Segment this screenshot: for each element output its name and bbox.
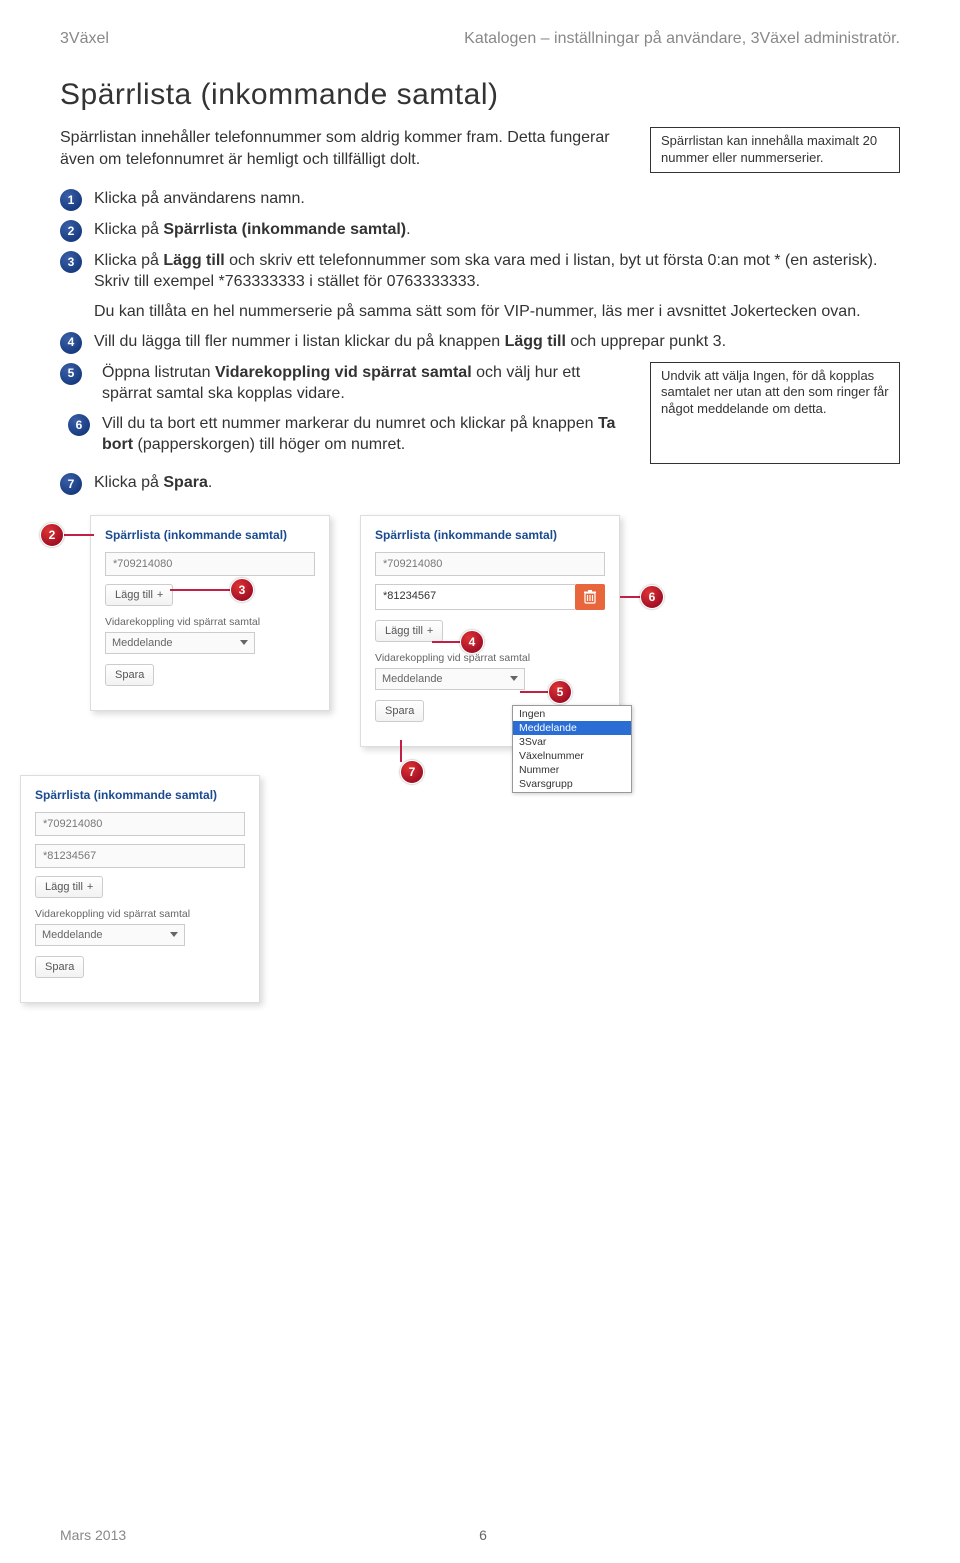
panel-b-save-button[interactable]: Spara xyxy=(375,700,424,722)
step-5-6-block: Öppna listrutan Vidarekoppling vid spärr… xyxy=(102,362,630,464)
page-title: Spärrlista (inkommande samtal) xyxy=(60,78,900,112)
trash-icon xyxy=(584,590,596,604)
panel-b-add-button[interactable]: Lägg till + xyxy=(375,620,443,642)
step-2-bold: Spärrlista (inkommande samtal) xyxy=(163,221,406,238)
callout-line xyxy=(620,596,642,598)
callout-2: 2 xyxy=(40,523,64,547)
step-bullet-1: 1 xyxy=(60,189,82,211)
panel-a-add-button[interactable]: Lägg till + xyxy=(105,584,173,606)
panel-a-num1[interactable]: *709214080 xyxy=(105,552,315,576)
step-4-bold: Lägg till xyxy=(505,333,566,350)
panel-c-select-value: Meddelande xyxy=(42,929,103,941)
step-3-sub: Du kan tillåta en hel nummerserie på sam… xyxy=(94,301,900,323)
step-list: 1 Klicka på användarens namn. 2 Klicka p… xyxy=(60,188,900,495)
step-2: Klicka på Spärrlista (inkommande samtal)… xyxy=(94,219,900,242)
panel-a-save-button[interactable]: Spara xyxy=(105,664,154,686)
panel-c-title: Spärrlista (inkommande samtal) xyxy=(35,788,245,802)
step-5: Öppna listrutan Vidarekoppling vid spärr… xyxy=(102,362,630,405)
step-3-bold: Lägg till xyxy=(163,252,224,269)
plus-icon: + xyxy=(87,881,93,893)
panel-a: Spärrlista (inkommande samtal) *70921408… xyxy=(90,515,330,711)
panel-c-add-button[interactable]: Lägg till + xyxy=(35,876,103,898)
step-4-pre: Vill du lägga till fler nummer i listan … xyxy=(94,333,505,350)
step-bullet-4: 4 xyxy=(60,332,82,354)
callout-line xyxy=(64,534,94,536)
dropdown-option-nummer[interactable]: Nummer xyxy=(513,763,631,777)
step-3: Klicka på Lägg till och skriv ett telefo… xyxy=(94,250,900,323)
panel-a-title[interactable]: Spärrlista (inkommande samtal) xyxy=(105,528,315,542)
callout-3: 3 xyxy=(230,578,254,602)
dropdown-option-ingen[interactable]: Ingen xyxy=(513,707,631,721)
callout-line xyxy=(400,740,402,762)
panel-c-num1[interactable]: *709214080 xyxy=(35,812,245,836)
panel-b-delete-button[interactable] xyxy=(575,584,605,610)
dropdown-options[interactable]: Ingen Meddelande 3Svar Växelnummer Numme… xyxy=(512,705,632,793)
callout-4: 4 xyxy=(460,630,484,654)
step-7: Klicka på Spara. xyxy=(94,472,900,495)
step-2-pre: Klicka på xyxy=(94,221,163,238)
callout-5: 5 xyxy=(548,680,572,704)
panel-b-select-value: Meddelande xyxy=(382,673,443,685)
header-right: Katalogen – inställningar på användare, … xyxy=(464,30,900,48)
chevron-down-icon xyxy=(510,676,518,681)
step-3-pre: Klicka på xyxy=(94,252,163,269)
step-5-pre: Öppna listrutan xyxy=(102,364,215,381)
step-5-bold: Vidarekoppling vid spärrat samtal xyxy=(215,364,472,381)
panel-a-fwd-label: Vidarekoppling vid spärrat samtal xyxy=(105,616,315,628)
step-bullet-5: 5 xyxy=(60,363,82,385)
step-7-bold: Spara xyxy=(163,474,207,491)
step-6: Vill du ta bort ett nummer markerar du n… xyxy=(102,413,630,456)
panel-b-num2[interactable]: *81234567 xyxy=(375,584,575,610)
add-label: Lägg till xyxy=(45,881,83,893)
step-2-post: . xyxy=(406,221,410,238)
info-box-max-numbers: Spärrlistan kan innehålla maximalt 20 nu… xyxy=(650,127,900,173)
step-4: Vill du lägga till fler nummer i listan … xyxy=(94,331,900,354)
chevron-down-icon xyxy=(240,640,248,645)
panel-b-title: Spärrlista (inkommande samtal) xyxy=(375,528,605,542)
callout-line xyxy=(170,589,230,591)
footer-date: Mars 2013 xyxy=(60,1527,126,1543)
panel-c-save-button[interactable]: Spara xyxy=(35,956,84,978)
step-bullet-3: 3 xyxy=(60,251,82,273)
chevron-down-icon xyxy=(170,932,178,937)
page-header: 3Växel Katalogen – inställningar på anvä… xyxy=(60,30,900,48)
callout-line xyxy=(520,691,550,693)
panel-c-fwd-label: Vidarekoppling vid spärrat samtal xyxy=(35,908,245,920)
screenshot-area: Spärrlista (inkommande samtal) *70921408… xyxy=(60,515,900,1135)
step-bullet-7: 7 xyxy=(60,473,82,495)
panel-c-select[interactable]: Meddelande xyxy=(35,924,185,946)
add-label: Lägg till xyxy=(385,625,423,637)
dropdown-option-3svar[interactable]: 3Svar xyxy=(513,735,631,749)
dropdown-option-meddelande[interactable]: Meddelande xyxy=(513,721,631,735)
dropdown-option-svarsgrupp[interactable]: Svarsgrupp xyxy=(513,777,631,791)
panel-b-fwd-label: Vidarekoppling vid spärrat samtal xyxy=(375,652,605,664)
step-7-post: . xyxy=(208,474,212,491)
panel-a-select[interactable]: Meddelande xyxy=(105,632,255,654)
panel-b-select[interactable]: Meddelande xyxy=(375,668,525,690)
callout-7: 7 xyxy=(400,760,424,784)
panel-c-num2[interactable]: *81234567 xyxy=(35,844,245,868)
plus-icon: + xyxy=(427,625,433,637)
add-label: Lägg till xyxy=(115,589,153,601)
page-footer: Mars 2013 6 xyxy=(60,1527,900,1543)
intro-text: Spärrlistan innehåller telefonnummer som… xyxy=(60,127,630,173)
info-box-avoid-ingen: Undvik att välja Ingen, för då kopplas s… xyxy=(650,362,900,464)
step-1: Klicka på användarens namn. xyxy=(94,188,900,211)
callout-line xyxy=(432,641,462,643)
header-left: 3Växel xyxy=(60,30,109,48)
step-7-pre: Klicka på xyxy=(94,474,163,491)
footer-page: 6 xyxy=(479,1527,487,1543)
panel-c: Spärrlista (inkommande samtal) *70921408… xyxy=(20,775,260,1003)
callout-6: 6 xyxy=(640,585,664,609)
panel-b-num1[interactable]: *709214080 xyxy=(375,552,605,576)
step-bullet-2: 2 xyxy=(60,220,82,242)
step-4-post: och upprepar punkt 3. xyxy=(566,333,726,350)
panel-a-select-value: Meddelande xyxy=(112,637,173,649)
step-6-post: (papperskorgen) till höger om numret. xyxy=(133,436,405,453)
step-6-pre: Vill du ta bort ett nummer markerar du n… xyxy=(102,415,598,432)
plus-icon: + xyxy=(157,589,163,601)
step-bullet-6: 6 xyxy=(68,414,90,436)
dropdown-option-vaxelnummer[interactable]: Växelnummer xyxy=(513,749,631,763)
